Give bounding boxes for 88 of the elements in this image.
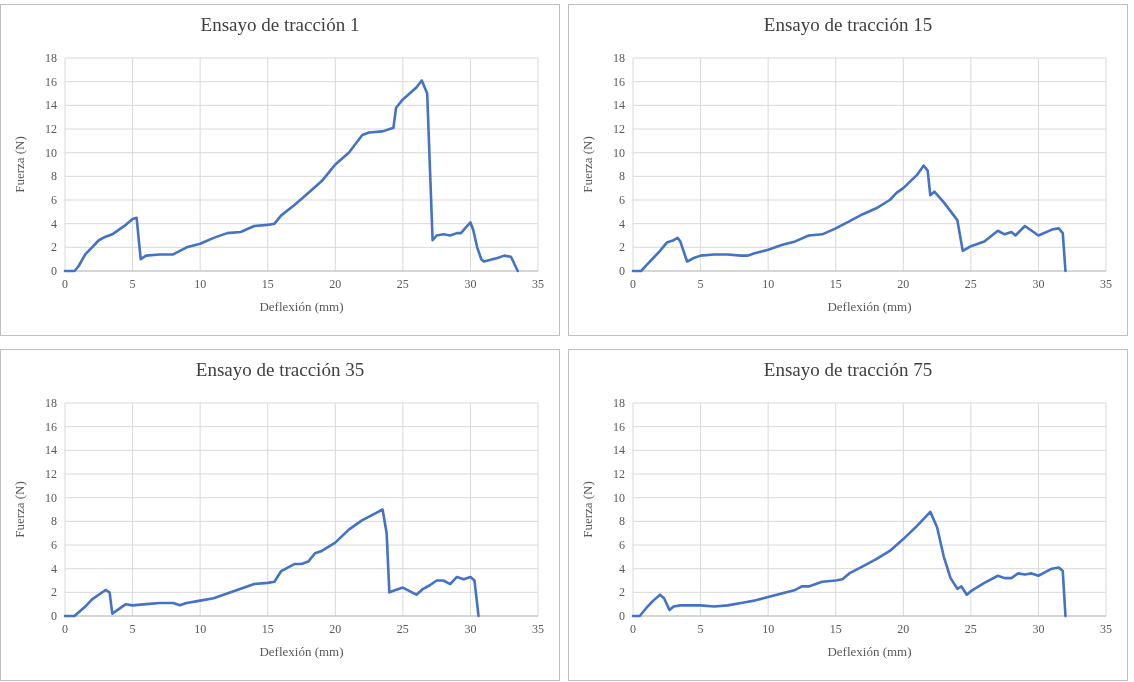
y-tick-label: 12 bbox=[45, 122, 57, 136]
y-tick-label: 4 bbox=[619, 216, 625, 231]
y-tick-label: 0 bbox=[619, 609, 625, 623]
x-tick-label: 15 bbox=[829, 622, 842, 636]
x-tick-label: 35 bbox=[532, 277, 544, 291]
y-tick-label: 16 bbox=[613, 419, 625, 434]
y-tick-label: 16 bbox=[45, 74, 57, 89]
y-tick-label: 12 bbox=[613, 467, 625, 481]
x-tick-label: 15 bbox=[261, 622, 274, 636]
y-tick-label: 12 bbox=[45, 467, 57, 481]
y-tick-label: 0 bbox=[619, 264, 625, 278]
x-tick-label: 15 bbox=[261, 277, 274, 291]
y-tick-label: 16 bbox=[613, 74, 625, 89]
x-tick-label: 0 bbox=[62, 622, 68, 636]
x-tick-label: 5 bbox=[129, 277, 136, 291]
x-axis-title: Deflexión (mm) bbox=[827, 299, 912, 314]
y-tick-label: 4 bbox=[51, 216, 57, 231]
chart-title: Ensayo de tracción 35 bbox=[195, 359, 365, 380]
y-tick-label: 10 bbox=[45, 145, 57, 160]
x-axis-title: Deflexión (mm) bbox=[259, 644, 344, 659]
x-tick-label: 5 bbox=[697, 277, 704, 291]
x-tick-label: 20 bbox=[897, 622, 910, 636]
y-tick-label: 18 bbox=[45, 396, 57, 410]
x-tick-label: 5 bbox=[697, 622, 704, 636]
line-series bbox=[631, 164, 1067, 273]
x-tick-label: 35 bbox=[1100, 277, 1112, 291]
y-tick-label: 14 bbox=[45, 443, 57, 458]
y-tick-label: 16 bbox=[45, 419, 57, 434]
x-tick-label: 30 bbox=[464, 622, 477, 636]
y-tick-label: 8 bbox=[619, 514, 625, 529]
y-tick-label: 14 bbox=[613, 443, 625, 458]
x-tick-label: 25 bbox=[396, 622, 409, 636]
y-tick-label: 2 bbox=[619, 240, 625, 255]
x-tick-label: 25 bbox=[964, 622, 977, 636]
y-tick-label: 6 bbox=[51, 538, 57, 552]
x-tick-label: 0 bbox=[630, 277, 636, 291]
line-series bbox=[63, 79, 520, 273]
y-tick-label: 10 bbox=[613, 490, 625, 505]
x-tick-label: 30 bbox=[464, 277, 477, 291]
x-tick-label: 15 bbox=[829, 277, 842, 291]
x-tick-label: 20 bbox=[897, 277, 910, 291]
line-series bbox=[631, 510, 1067, 618]
x-tick-label: 25 bbox=[964, 277, 977, 291]
x-tick-label: 10 bbox=[194, 277, 207, 291]
chart-title: Ensayo de tracción 75 bbox=[763, 359, 933, 380]
line-series bbox=[63, 508, 480, 618]
y-tick-label: 8 bbox=[619, 169, 625, 184]
y-tick-label: 8 bbox=[51, 514, 57, 529]
x-tick-label: 30 bbox=[1032, 277, 1045, 291]
y-axis-title: Fuerza (N) bbox=[580, 481, 595, 538]
y-tick-label: 4 bbox=[51, 561, 57, 576]
y-tick-label: 2 bbox=[619, 585, 625, 600]
y-axis-title: Fuerza (N) bbox=[12, 136, 27, 193]
x-tick-label: 30 bbox=[1032, 622, 1045, 636]
chart-title: Ensayo de tracción 1 bbox=[200, 14, 360, 35]
x-tick-label: 5 bbox=[129, 622, 136, 636]
y-tick-label: 18 bbox=[613, 396, 625, 410]
chart-title: Ensayo de tracción 15 bbox=[763, 14, 933, 35]
y-tick-label: 18 bbox=[613, 51, 625, 65]
x-tick-label: 10 bbox=[762, 277, 775, 291]
y-tick-label: 6 bbox=[619, 193, 625, 207]
x-tick-label: 10 bbox=[762, 622, 775, 636]
y-tick-label: 18 bbox=[45, 51, 57, 65]
x-tick-label: 20 bbox=[329, 277, 342, 291]
y-tick-label: 14 bbox=[45, 98, 57, 113]
y-tick-label: 10 bbox=[613, 145, 625, 160]
x-tick-label: 0 bbox=[630, 622, 636, 636]
y-tick-label: 6 bbox=[619, 538, 625, 552]
y-axis-title: Fuerza (N) bbox=[12, 481, 27, 538]
x-tick-label: 35 bbox=[532, 622, 544, 636]
y-tick-label: 0 bbox=[51, 264, 57, 278]
y-tick-label: 8 bbox=[51, 169, 57, 184]
y-tick-label: 4 bbox=[619, 561, 625, 576]
y-tick-label: 0 bbox=[51, 609, 57, 623]
x-tick-label: 20 bbox=[329, 622, 342, 636]
x-tick-label: 10 bbox=[194, 622, 207, 636]
x-tick-label: 0 bbox=[62, 277, 68, 291]
x-tick-label: 25 bbox=[396, 277, 409, 291]
x-tick-label: 35 bbox=[1100, 622, 1112, 636]
y-tick-label: 10 bbox=[45, 490, 57, 505]
y-tick-label: 2 bbox=[51, 585, 57, 600]
x-axis-title: Deflexión (mm) bbox=[827, 644, 912, 659]
y-tick-label: 2 bbox=[51, 240, 57, 255]
y-tick-label: 12 bbox=[613, 122, 625, 136]
y-tick-label: 6 bbox=[51, 193, 57, 207]
y-tick-label: 14 bbox=[613, 98, 625, 113]
x-axis-title: Deflexión (mm) bbox=[259, 299, 344, 314]
y-axis-title: Fuerza (N) bbox=[580, 136, 595, 193]
